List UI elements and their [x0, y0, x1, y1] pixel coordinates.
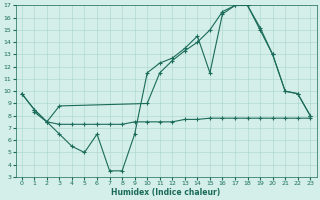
- X-axis label: Humidex (Indice chaleur): Humidex (Indice chaleur): [111, 188, 221, 197]
